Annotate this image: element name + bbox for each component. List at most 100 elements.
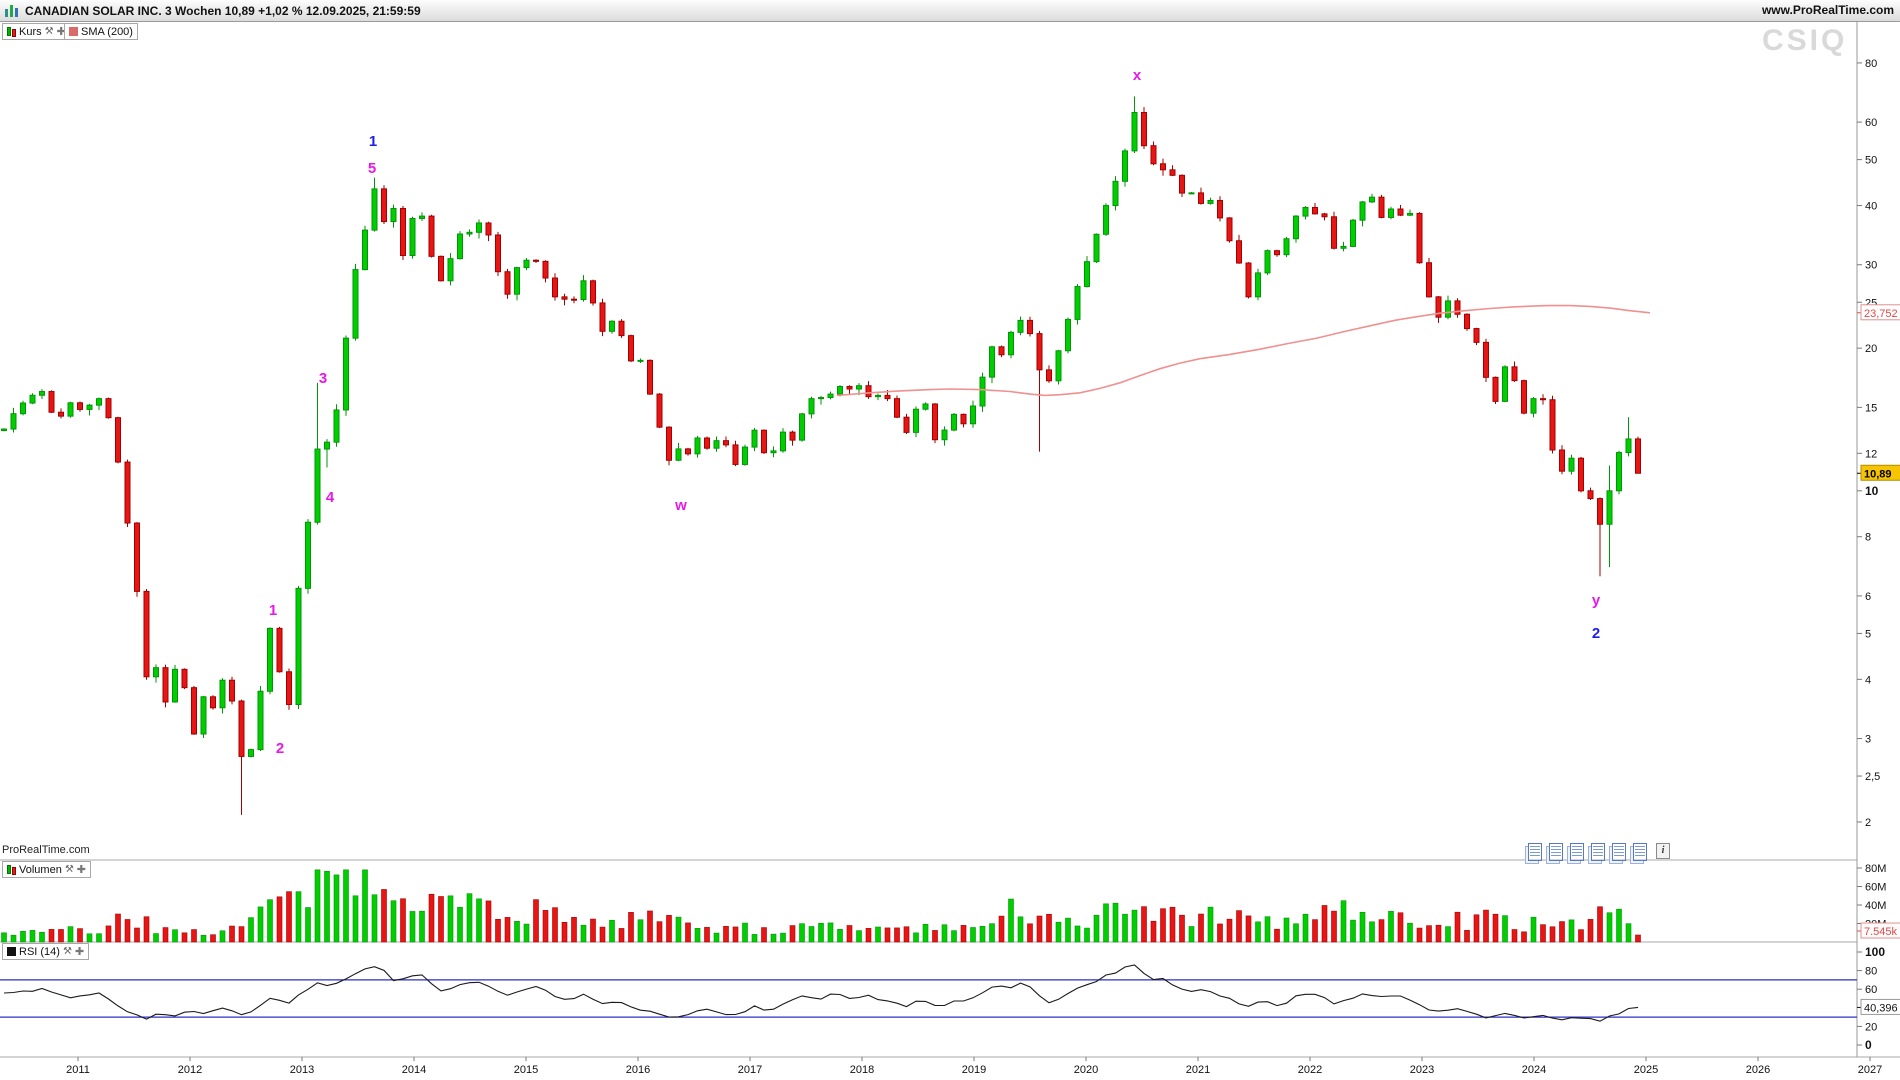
wave-label-2: 2: [1592, 625, 1600, 642]
svg-text:60: 60: [1865, 984, 1877, 996]
settings-wrench-icon[interactable]: ⚒: [62, 945, 72, 957]
svg-text:7.545k: 7.545k: [1864, 926, 1898, 938]
svg-text:8: 8: [1865, 532, 1871, 544]
svg-text:2015: 2015: [514, 1064, 538, 1076]
svg-text:0: 0: [1865, 1038, 1872, 1052]
prorealtime-branding: ProRealTime.com: [2, 844, 90, 856]
svg-text:2018: 2018: [850, 1064, 874, 1076]
add-indicator-icon[interactable]: ✚: [76, 862, 86, 876]
svg-text:2021: 2021: [1186, 1064, 1210, 1076]
chart-page-icon[interactable]: [1591, 843, 1605, 861]
svg-text:4: 4: [1865, 674, 1871, 686]
settings-wrench-icon[interactable]: ⚒: [44, 25, 54, 37]
svg-text:40M: 40M: [1865, 900, 1886, 912]
svg-text:50: 50: [1865, 155, 1877, 167]
svg-text:2012: 2012: [178, 1064, 202, 1076]
wave-label-1: 1: [269, 602, 277, 619]
axis-current-label: 10,89: [1857, 464, 1900, 481]
svg-text:2: 2: [1865, 817, 1871, 829]
svg-text:2017: 2017: [738, 1064, 762, 1076]
wave-label-1: 1: [369, 133, 377, 150]
wave-label-2: 2: [276, 740, 284, 757]
svg-text:2016: 2016: [626, 1064, 650, 1076]
volume-legend-label: Volumen: [19, 863, 62, 876]
chart-page-icon[interactable]: [1549, 843, 1563, 861]
svg-text:30: 30: [1865, 260, 1877, 272]
svg-text:2019: 2019: [962, 1064, 986, 1076]
axis-current-label: 7.545k: [1857, 922, 1900, 939]
candles-icon: [7, 26, 16, 37]
rsi-line: [3, 964, 1639, 1022]
add-indicator-icon[interactable]: ✚: [56, 24, 66, 38]
svg-text:6: 6: [1865, 591, 1871, 603]
wave-label-x: x: [1133, 67, 1142, 84]
info-icon[interactable]: i: [1656, 843, 1670, 859]
instrument-title: CANADIAN SOLAR INC. 3 Wochen 10,89 +1,02…: [25, 3, 421, 18]
svg-text:2,5: 2,5: [1865, 771, 1880, 783]
svg-text:40,396: 40,396: [1864, 1002, 1898, 1014]
title-bar: CANADIAN SOLAR INC. 3 Wochen 10,89 +1,02…: [0, 0, 1900, 22]
svg-text:60: 60: [1865, 117, 1877, 129]
rsi-band-lines: [0, 979, 1857, 1018]
svg-text:2020: 2020: [1074, 1064, 1098, 1076]
svg-text:20: 20: [1865, 1021, 1877, 1033]
svg-text:80M: 80M: [1865, 863, 1886, 875]
price-legend-label: Kurs: [19, 25, 42, 38]
chart-page-icon[interactable]: [1612, 843, 1626, 861]
svg-text:15: 15: [1865, 402, 1877, 414]
axis-current-label: 40,396: [1857, 998, 1900, 1015]
rsi-legend-label: RSI (14): [19, 945, 60, 958]
chart-page-icon[interactable]: [1528, 843, 1542, 861]
svg-text:20: 20: [1865, 343, 1877, 355]
sma-swatch-icon: [69, 27, 78, 36]
website-link[interactable]: www.ProRealTime.com: [1761, 3, 1894, 17]
chart-page-icon[interactable]: [1570, 843, 1584, 861]
rsi-swatch-icon: [7, 947, 16, 956]
svg-text:2026: 2026: [1746, 1064, 1770, 1076]
price-legend-chip[interactable]: Kurs ⚒ ✚: [2, 23, 71, 40]
time-axis: 2011 2012 2013 2014 2015 2016 2017 2018 2019 2020…: [66, 1057, 1882, 1076]
sma-legend-label: SMA (200): [81, 25, 133, 38]
wave-label-3: 3: [319, 370, 327, 387]
svg-text:80: 80: [1865, 966, 1877, 978]
wave-label-w: w: [674, 497, 687, 514]
svg-text:10: 10: [1865, 484, 1879, 498]
svg-text:2013: 2013: [290, 1064, 314, 1076]
svg-text:2014: 2014: [402, 1064, 426, 1076]
svg-text:60M: 60M: [1865, 882, 1886, 894]
wave-label-5: 5: [368, 160, 376, 177]
volume-bars: [1, 869, 1641, 943]
svg-text:3: 3: [1865, 734, 1871, 746]
price-axis: 80605040302520151210865432,5280M60M40M20…: [1857, 58, 1886, 1052]
svg-text:2024: 2024: [1522, 1064, 1546, 1076]
svg-text:2025: 2025: [1634, 1064, 1658, 1076]
volume-legend-chip[interactable]: Volumen ⚒ ✚: [2, 861, 91, 878]
sma-line: [836, 304, 1651, 397]
settings-wrench-icon[interactable]: ⚒: [64, 863, 74, 875]
axis-current-label: 23,752: [1857, 304, 1900, 321]
svg-text:40: 40: [1865, 201, 1877, 213]
svg-text:2011: 2011: [66, 1064, 90, 1076]
wave-annotations: 1 5 3 4 1 2 w x y 2: [269, 67, 1601, 757]
candlesticks: [1, 96, 1641, 815]
svg-text:80: 80: [1865, 58, 1877, 70]
chart-layout-toolbar: i: [1528, 843, 1670, 861]
candlestick-chart-icon: [4, 4, 19, 18]
svg-text:10,89: 10,89: [1864, 468, 1892, 480]
wave-label-y: y: [1592, 592, 1601, 609]
add-indicator-icon[interactable]: ✚: [74, 944, 85, 958]
svg-text:2022: 2022: [1298, 1064, 1322, 1076]
chart-page-icon[interactable]: [1633, 843, 1647, 861]
svg-text:23,752: 23,752: [1864, 308, 1898, 320]
sma-legend-chip[interactable]: SMA (200): [64, 23, 138, 40]
rsi-legend-chip[interactable]: RSI (14) ⚒ ✚: [2, 943, 90, 960]
svg-text:100: 100: [1865, 945, 1885, 959]
svg-text:12: 12: [1865, 448, 1877, 460]
chart-frame: [0, 22, 1900, 1058]
wave-label-4: 4: [326, 489, 335, 506]
ticker-watermark: CSIQ: [1762, 24, 1848, 57]
svg-text:2023: 2023: [1410, 1064, 1434, 1076]
svg-text:2027: 2027: [1858, 1064, 1882, 1076]
